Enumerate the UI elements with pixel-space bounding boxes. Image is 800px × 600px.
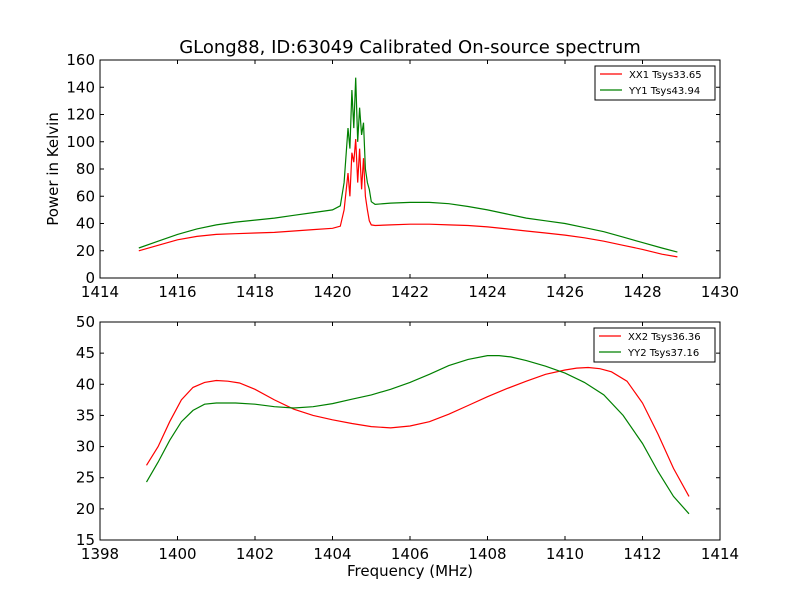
bottom-axis-ticks: 1398 1400 1402 1404 1406 1408 1410 1412 1414 15 20…: [76, 313, 739, 563]
bottom-x-tick-label: 1406: [391, 545, 429, 563]
bottom-plot-frame: [99, 321, 721, 541]
top-x-tick-label: 1428: [623, 283, 661, 301]
top-spectrum-panel: GLong88, ID:63049 Calibrated On-source s…: [44, 37, 739, 301]
bottom-x-tick-label: 1398: [81, 545, 119, 563]
bottom-y-tick-label: 20: [76, 500, 95, 518]
bottom-x-tick-label: 1400: [158, 545, 196, 563]
bottom-y-tick-label: 50: [76, 313, 95, 331]
top-y-axis-label: Power in Kelvin: [44, 112, 62, 226]
top-x-tick-label: 1414: [81, 283, 119, 301]
bottom-legend: XX2 Tsys36.36 YY2 Tsys37.16: [593, 327, 716, 363]
bottom-spectrum-panel: 1398 1400 1402 1404 1406 1408 1410 1412 1414 15 20…: [76, 313, 739, 580]
top-y-tick-label: 40: [76, 215, 95, 233]
top-series-group: [138, 77, 678, 258]
top-legend-box: [594, 65, 716, 101]
bottom-legend-label-yy2: YY2 Tsys37.16: [627, 348, 699, 359]
bottom-x-tick-label: 1402: [236, 545, 274, 563]
top-legend-label-yy1: YY1 Tsys43.94: [628, 86, 700, 97]
top-y-tick-label: 120: [66, 106, 95, 124]
bottom-x-axis-label: Frequency (MHz): [347, 562, 473, 580]
top-y-tick-label: 160: [66, 51, 95, 69]
bottom-series-line-1: [145, 366, 690, 497]
bottom-y-tick-label: 45: [76, 344, 95, 362]
top-y-tick-label: 80: [76, 160, 95, 178]
top-y-tick-label: 140: [66, 78, 95, 96]
top-y-tick-label: 20: [76, 242, 95, 260]
top-x-tick-label: 1424: [468, 283, 506, 301]
top-series-line-2: [138, 77, 678, 253]
top-series-line-1: [138, 138, 678, 258]
bottom-legend-box: [593, 327, 716, 363]
bottom-x-tick-label: 1414: [701, 545, 739, 563]
top-x-tick-label: 1418: [236, 283, 274, 301]
top-x-tick-label: 1430: [701, 283, 739, 301]
top-legend: XX1 Tsys33.65 YY1 Tsys43.94: [594, 65, 716, 101]
top-y-tick-label: 100: [66, 133, 95, 151]
bottom-x-tick-label: 1410: [546, 545, 584, 563]
top-y-tick-label: 60: [76, 187, 95, 205]
bottom-y-tick-label: 30: [76, 438, 95, 456]
bottom-y-tick-label: 15: [76, 531, 95, 549]
bottom-y-tick-label: 35: [76, 406, 95, 424]
top-y-tick-label: 0: [85, 269, 95, 287]
bottom-x-tick-label: 1412: [623, 545, 661, 563]
top-plot-frame: [99, 59, 721, 279]
top-x-tick-label: 1422: [391, 283, 429, 301]
bottom-series-group: [145, 355, 690, 515]
bottom-y-tick-label: 25: [76, 469, 95, 487]
bottom-x-tick-label: 1404: [313, 545, 351, 563]
top-legend-label-xx1: XX1 Tsys33.65: [629, 70, 702, 81]
top-x-tick-label: 1420: [313, 283, 351, 301]
bottom-legend-label-xx2: XX2 Tsys36.36: [628, 332, 701, 343]
top-chart-title: GLong88, ID:63049 Calibrated On-source s…: [179, 37, 641, 58]
top-axis-ticks: 1414 1416 1418 1420 1422 1424 1426 1428 1430 0 20 4…: [66, 51, 739, 301]
bottom-x-tick-label: 1408: [468, 545, 506, 563]
bottom-y-tick-label: 40: [76, 375, 95, 393]
bottom-series-line-2: [145, 355, 690, 515]
top-x-tick-label: 1426: [546, 283, 584, 301]
top-x-tick-label: 1416: [158, 283, 196, 301]
